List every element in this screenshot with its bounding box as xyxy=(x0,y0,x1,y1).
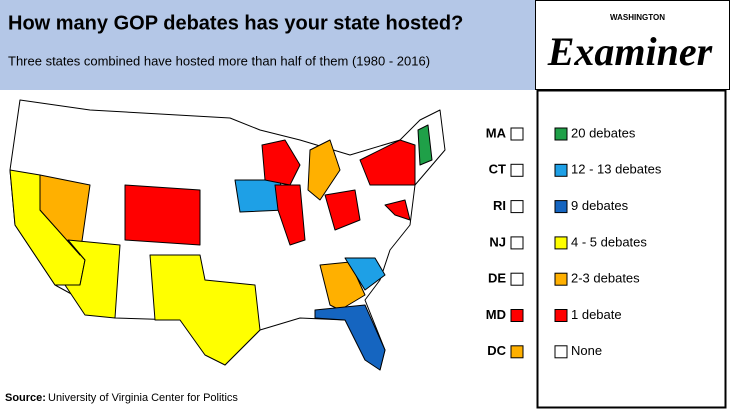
source-text: University of Virginia Center for Politi… xyxy=(48,392,238,404)
state xyxy=(384,199,411,221)
legend-label: 20 debates xyxy=(571,125,636,140)
state-label: NJ xyxy=(489,234,506,249)
legend-box xyxy=(536,89,727,409)
state xyxy=(314,304,386,371)
legend-swatch xyxy=(554,309,568,322)
state-swatch xyxy=(510,272,524,286)
subtitle: Three states combined have hosted more t… xyxy=(8,53,430,68)
legend-swatch xyxy=(554,200,568,214)
state xyxy=(274,184,306,246)
legend-swatch xyxy=(554,236,568,250)
title: How many GOP debates has your state host… xyxy=(8,12,463,34)
state-label: MD xyxy=(486,307,506,322)
state xyxy=(344,257,386,291)
state-swatch xyxy=(510,345,524,359)
header-band xyxy=(0,0,535,90)
state xyxy=(124,184,201,246)
state-label: DC xyxy=(487,343,506,358)
state xyxy=(39,174,91,256)
legend-label: 1 debate xyxy=(571,307,622,322)
state xyxy=(359,139,416,186)
state-label: RI xyxy=(493,198,506,213)
legend-label: 12 - 13 debates xyxy=(571,162,662,177)
state-swatch xyxy=(510,163,524,177)
state-label: CT xyxy=(489,162,506,177)
state xyxy=(417,124,433,166)
legend-swatch xyxy=(554,127,568,141)
state-label: MA xyxy=(486,125,507,140)
state xyxy=(64,239,121,319)
state xyxy=(319,261,366,311)
state xyxy=(324,189,361,231)
legend-swatch xyxy=(554,163,568,177)
logo-box xyxy=(535,0,730,90)
legend-swatch xyxy=(554,272,568,286)
legend-label: None xyxy=(571,343,602,358)
state-swatch xyxy=(510,200,524,214)
logo-name: Examiner xyxy=(547,29,713,74)
source-label: Source: xyxy=(5,392,46,404)
legend-label: 9 debates xyxy=(571,198,629,213)
legend-swatch xyxy=(554,345,568,359)
state xyxy=(261,139,301,186)
state-label: DE xyxy=(488,271,506,286)
logo-top: WASHINGTON xyxy=(610,13,665,22)
state-swatch xyxy=(510,309,524,322)
us-map xyxy=(9,99,446,371)
legend-label: 4 - 5 debates xyxy=(571,234,647,249)
state-swatch xyxy=(510,127,524,141)
state xyxy=(307,139,341,201)
state-swatch xyxy=(510,236,524,250)
legend-label: 2-3 debates xyxy=(571,271,640,286)
state xyxy=(149,254,261,366)
